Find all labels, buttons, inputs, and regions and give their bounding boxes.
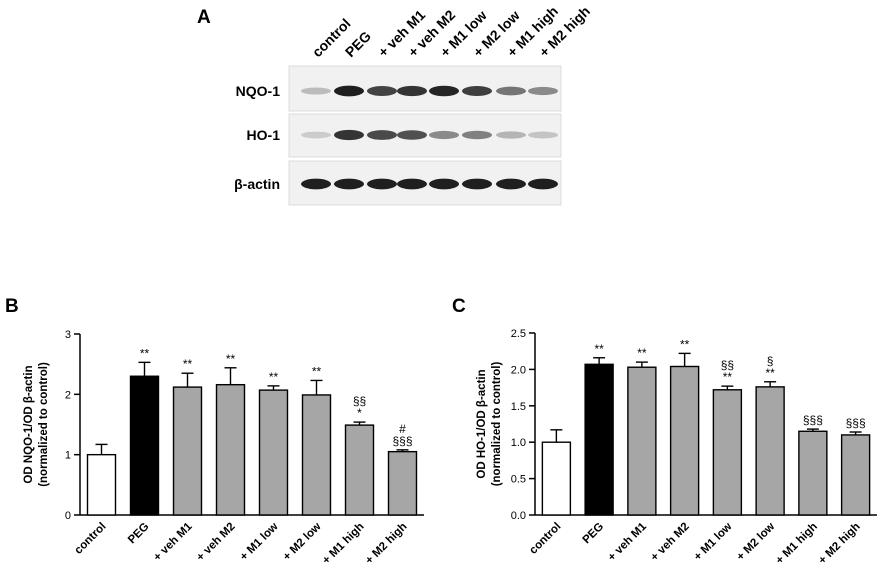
y-tick-label: 2.0	[511, 364, 526, 376]
significance-label: #	[399, 422, 406, 436]
bar	[172, 386, 203, 516]
blot-band	[334, 178, 364, 190]
chart-b: 0 1 2 3 OD NQO-1/OD β-actin (normalized to co…	[23, 329, 424, 567]
bar	[86, 453, 117, 516]
bar	[840, 434, 871, 516]
significance-label: **	[594, 342, 604, 356]
category-label: PEG	[126, 521, 152, 547]
blot-band	[397, 130, 427, 140]
blot-band	[462, 178, 492, 190]
bar	[129, 375, 160, 516]
y-axis-label-line1: OD NQO-1/OD β-actin	[23, 365, 35, 483]
bar	[798, 430, 828, 516]
significance-label: **	[637, 346, 647, 360]
significance-label: §§	[353, 394, 366, 408]
panel-a-letter: A	[197, 7, 211, 28]
blot-band	[496, 178, 526, 190]
significance-label: **	[723, 370, 733, 384]
blot-band	[334, 129, 364, 141]
category-label: PEG	[581, 521, 607, 547]
bar	[387, 450, 418, 516]
blot-band	[397, 85, 427, 97]
blot-row-label: NQO-1	[236, 83, 281, 99]
category-label: + M1 high	[320, 521, 366, 567]
bar	[627, 366, 657, 516]
y-tick-label: 0.5	[511, 474, 526, 486]
category-label: + M2 low	[735, 521, 778, 564]
category-label: + M1 high	[774, 521, 820, 567]
panel-c-letter: C	[452, 296, 466, 317]
category-label: + veh M2	[195, 521, 238, 564]
category-label: + M1 low	[692, 521, 735, 564]
significance-label: **	[183, 357, 193, 371]
blot-band	[528, 131, 558, 139]
significance-label: **	[226, 352, 236, 366]
y-axis-label-line2: (normalized to control)	[491, 362, 503, 487]
bar	[215, 383, 246, 516]
category-label: + veh M1	[152, 520, 195, 563]
significance-label: **	[140, 346, 150, 360]
blot-band	[301, 131, 331, 139]
significance-label: **	[269, 370, 279, 384]
category-label: control	[73, 521, 109, 557]
panel-b-letter: B	[5, 296, 19, 317]
category-label: + M1 low	[238, 521, 281, 564]
blot-band	[367, 130, 397, 140]
blot-band	[397, 178, 427, 190]
y-tick-label: 3	[65, 329, 71, 341]
significance-label: **	[680, 337, 690, 351]
blot-band	[528, 178, 558, 190]
y-tick-label: 1.0	[511, 437, 526, 449]
blot-band	[429, 85, 459, 97]
western-blot: NQO-1 HO-1 β-actin	[234, 65, 562, 206]
category-label: + M2 high	[817, 521, 863, 567]
y-tick-label: 2.5	[511, 328, 526, 340]
category-label: control	[527, 521, 563, 557]
significance-label: *	[357, 406, 362, 420]
chart-c: 0.0 0.5 1.0 1.5 2.0 2.5 OD HO-1/OD β-actin (nor…	[476, 328, 877, 567]
y-tick-label: 0	[65, 510, 71, 522]
blot-band	[367, 86, 397, 96]
bar	[669, 365, 700, 516]
blot-band	[334, 85, 364, 97]
blot-band	[528, 86, 558, 96]
blot-row-label: HO-1	[247, 127, 281, 143]
bar	[258, 389, 289, 516]
category-label: + M2 high	[363, 521, 409, 567]
blot-band	[496, 131, 526, 139]
significance-label: §	[767, 354, 774, 368]
category-label: + veh M1	[606, 520, 649, 563]
significance-label: §§§	[846, 416, 866, 430]
blot-band	[301, 87, 331, 95]
blot-band	[496, 86, 526, 96]
significance-label: §§§	[392, 434, 412, 448]
category-label: + M2 low	[281, 521, 324, 564]
blot-band	[367, 178, 397, 190]
blot-band	[429, 130, 459, 140]
bar	[712, 389, 743, 516]
category-label: + veh M2	[649, 521, 692, 564]
y-tick-label: 1	[65, 450, 71, 462]
significance-label: §§§	[803, 413, 823, 427]
significance-label: §§	[721, 358, 734, 372]
bar	[755, 386, 785, 516]
blot-band	[462, 86, 492, 96]
y-tick-label: 0.0	[511, 510, 526, 522]
y-tick-label: 1.5	[511, 401, 526, 413]
bar	[344, 424, 375, 516]
blot-band	[301, 178, 331, 190]
bar	[584, 363, 614, 516]
bar	[541, 441, 572, 516]
significance-label: **	[765, 366, 775, 380]
blot-row-label: β-actin	[234, 176, 280, 192]
y-axis-label-line2: (normalized to control)	[38, 362, 50, 487]
y-axis-label-line1: OD HO-1/OD β-actin	[476, 369, 488, 478]
y-tick-label: 2	[65, 389, 71, 401]
significance-label: **	[312, 364, 322, 378]
blot-band	[462, 130, 492, 140]
bar	[301, 394, 332, 516]
blot-band	[429, 178, 459, 190]
